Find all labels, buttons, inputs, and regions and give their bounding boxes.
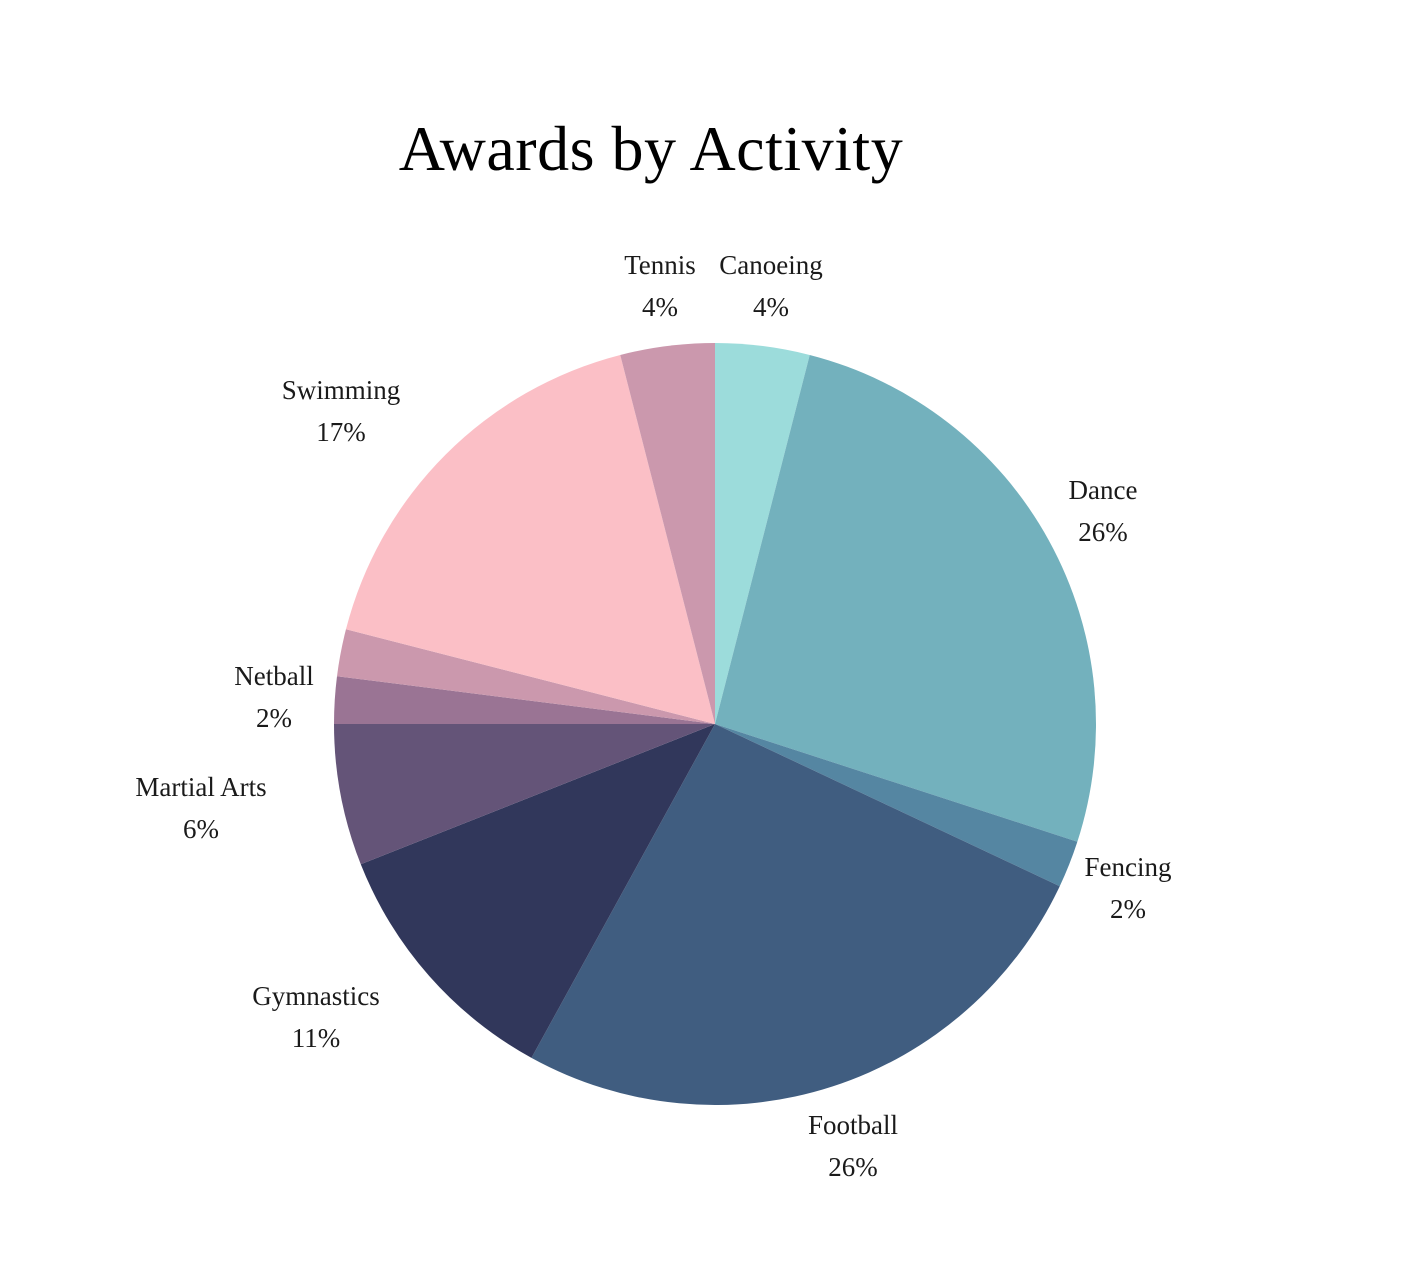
slice-label-football: Football <box>808 1110 898 1140</box>
pie-slice-unlabeled-6 <box>334 676 715 724</box>
pie-slice-swimming <box>345 354 715 724</box>
pie-slice-fencing <box>715 724 1078 887</box>
pie-slice-tennis <box>620 343 715 724</box>
slice-label-martial-arts: Martial Arts <box>135 772 266 802</box>
slice-percent-swimming: 17% <box>316 417 366 447</box>
pie-slice-martial-arts <box>334 724 715 865</box>
slice-label-dance: Dance <box>1069 475 1138 505</box>
slice-label-gymnastics: Gymnastics <box>252 981 380 1011</box>
slice-label-canoeing: Canoeing <box>719 250 822 280</box>
slice-percent-fencing: 2% <box>1110 894 1146 924</box>
pie-labels: Canoeing 4% Dance 26% Fencing 2% Football 26% Gy… <box>135 250 1171 1182</box>
slice-percent-canoeing: 4% <box>753 292 789 322</box>
slice-label-fencing: Fencing <box>1085 852 1172 882</box>
slice-label-netball: Netball <box>234 661 313 691</box>
slice-percent-netball: 2% <box>256 703 292 733</box>
pie-slice-football <box>531 724 1060 1105</box>
slice-label-tennis: Tennis <box>624 250 696 280</box>
pie-slices <box>334 343 1096 1105</box>
slice-percent-football: 26% <box>828 1152 878 1182</box>
pie-slice-gymnastics <box>360 724 715 1058</box>
pie-slice-netball <box>337 629 715 724</box>
slice-percent-tennis: 4% <box>642 292 678 322</box>
pie-slice-canoeing <box>715 343 810 724</box>
pie-slice-dance <box>715 354 1096 842</box>
slice-percent-martial-arts: 6% <box>183 814 219 844</box>
slice-percent-gymnastics: 11% <box>292 1023 341 1053</box>
slice-percent-dance: 26% <box>1078 517 1128 547</box>
slice-label-swimming: Swimming <box>282 375 401 405</box>
chart-title: Awards by Activity <box>398 113 904 184</box>
